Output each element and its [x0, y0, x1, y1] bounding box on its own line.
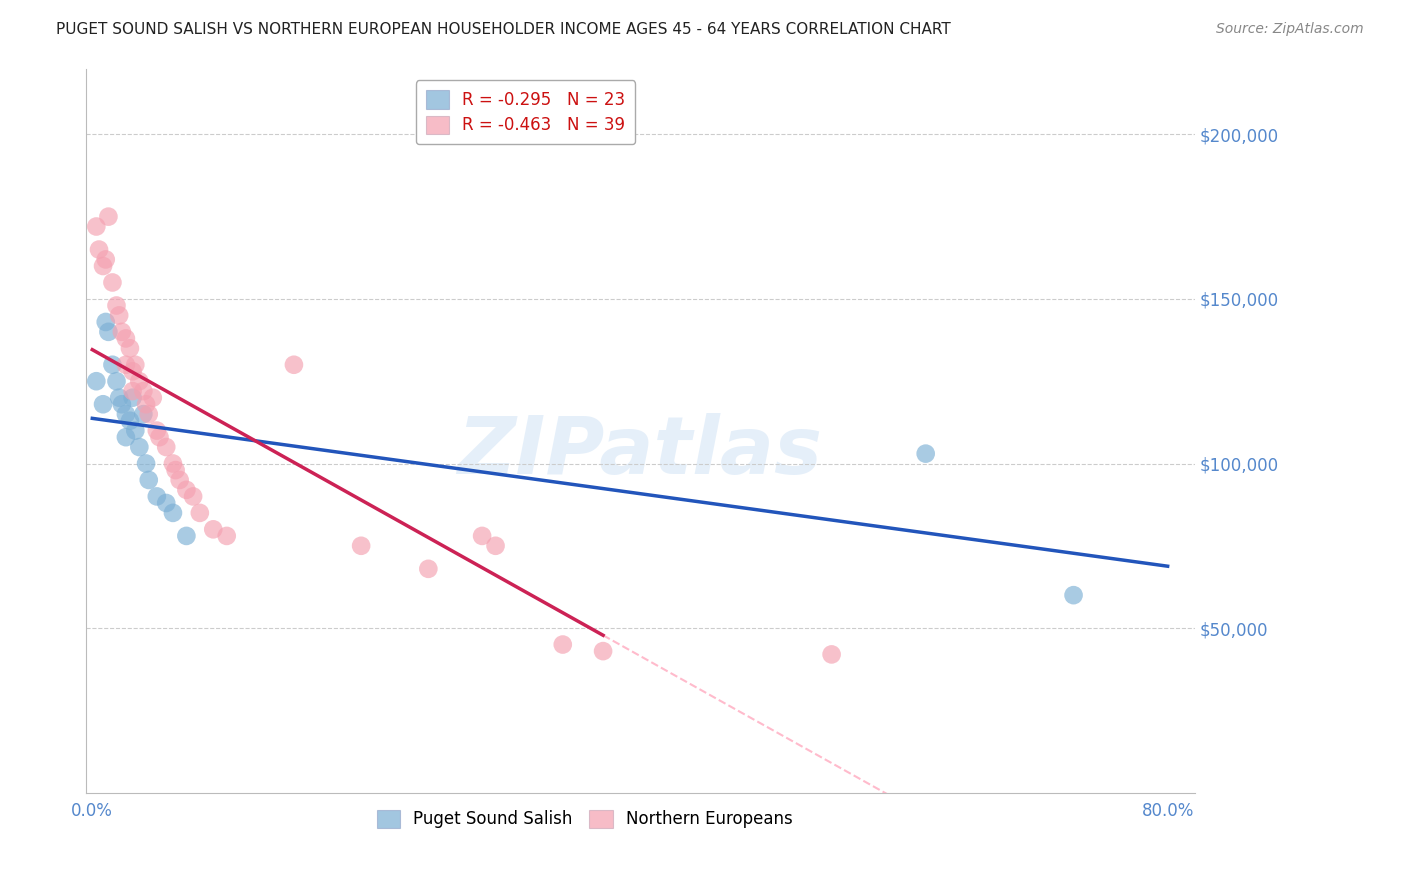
Point: [176, 529, 198, 543]
Point: [1063, 588, 1085, 602]
Point: [128, 440, 150, 454]
Point: [551, 638, 574, 652]
Point: [188, 506, 211, 520]
Text: Source: ZipAtlas.com: Source: ZipAtlas.com: [1216, 22, 1364, 37]
Point: [169, 473, 191, 487]
Point: [202, 522, 225, 536]
Point: [283, 358, 305, 372]
Point: [124, 358, 146, 372]
Point: [111, 397, 134, 411]
Point: [471, 529, 494, 543]
Point: [165, 463, 187, 477]
Point: [121, 391, 143, 405]
Point: [101, 358, 124, 372]
Point: [86, 374, 108, 388]
Point: [97, 210, 120, 224]
Point: [155, 496, 177, 510]
Point: [115, 407, 138, 421]
Point: [94, 315, 117, 329]
Point: [592, 644, 614, 658]
Legend: Puget Sound Salish, Northern Europeans: Puget Sound Salish, Northern Europeans: [370, 803, 800, 835]
Point: [105, 298, 128, 312]
Point: [215, 529, 238, 543]
Point: [146, 424, 169, 438]
Point: [118, 341, 141, 355]
Point: [86, 219, 108, 234]
Point: [115, 358, 138, 372]
Point: [484, 539, 506, 553]
Point: [148, 430, 170, 444]
Point: [132, 384, 155, 398]
Point: [94, 252, 117, 267]
Point: [87, 243, 110, 257]
Point: [91, 397, 114, 411]
Point: [105, 374, 128, 388]
Point: [162, 506, 184, 520]
Point: [138, 407, 160, 421]
Point: [350, 539, 373, 553]
Point: [142, 391, 165, 405]
Point: [132, 407, 155, 421]
Point: [108, 309, 131, 323]
Text: ZIPatlas: ZIPatlas: [457, 413, 823, 491]
Point: [121, 364, 143, 378]
Point: [146, 490, 169, 504]
Point: [101, 276, 124, 290]
Point: [135, 457, 157, 471]
Text: PUGET SOUND SALISH VS NORTHERN EUROPEAN HOUSEHOLDER INCOME AGES 45 - 64 YEARS CO: PUGET SOUND SALISH VS NORTHERN EUROPEAN …: [56, 22, 950, 37]
Point: [181, 490, 204, 504]
Point: [820, 648, 842, 662]
Point: [115, 331, 138, 345]
Point: [135, 397, 157, 411]
Point: [108, 391, 131, 405]
Point: [91, 259, 114, 273]
Point: [914, 447, 936, 461]
Point: [118, 414, 141, 428]
Point: [124, 424, 146, 438]
Point: [138, 473, 160, 487]
Point: [176, 483, 198, 497]
Point: [155, 440, 177, 454]
Point: [111, 325, 134, 339]
Point: [418, 562, 440, 576]
Point: [128, 374, 150, 388]
Point: [162, 457, 184, 471]
Point: [97, 325, 120, 339]
Point: [121, 384, 143, 398]
Point: [115, 430, 138, 444]
